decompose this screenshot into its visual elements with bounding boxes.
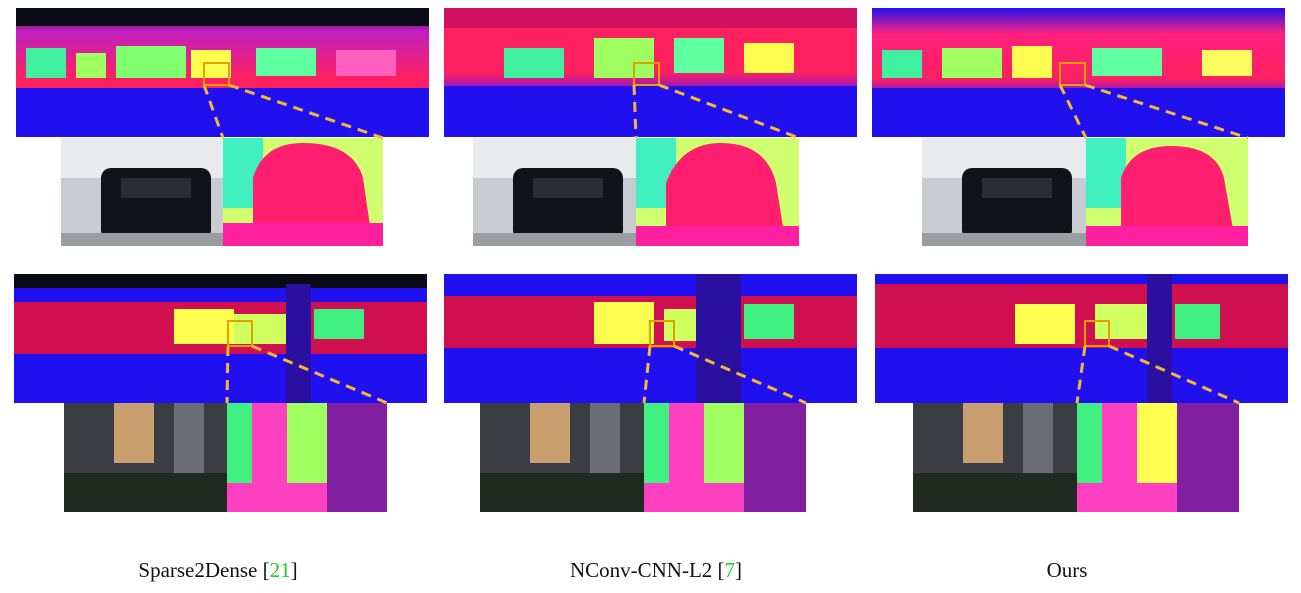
depth-map-nconv-row1	[444, 8, 857, 137]
zoom-box	[1084, 320, 1110, 347]
depth-map-sparse2dense-row1	[16, 8, 429, 137]
zoom-rgb-nconv-row2	[480, 403, 644, 512]
zoom-depth-nconv-row2	[644, 403, 806, 512]
zoom-depth-nconv-row1	[636, 138, 799, 246]
zoom-rgb-ours-row2	[913, 403, 1077, 512]
caption-sparse2dense: Sparse2Dense [21]	[138, 558, 298, 582]
zoom-depth-sparse2dense-row1	[223, 138, 383, 246]
zoom-depth-sparse2dense-row2	[227, 403, 387, 512]
zoom-rgb-ours-row1	[922, 138, 1086, 246]
depth-map-nconv-row2	[444, 274, 857, 403]
zoom-depth-ours-row2	[1077, 403, 1239, 512]
zoom-rgb-nconv-row1	[473, 138, 636, 246]
caption-ours: Ours	[1046, 558, 1088, 582]
zoom-box	[227, 320, 253, 347]
depth-map-ours-row2	[875, 274, 1288, 403]
citation-link[interactable]: 21	[269, 558, 291, 582]
zoom-box	[649, 320, 675, 347]
citation-link[interactable]: 7	[724, 558, 736, 582]
zoom-depth-ours-row1	[1086, 138, 1248, 246]
depth-map-sparse2dense-row2	[14, 274, 427, 403]
zoom-rgb-sparse2dense-row1	[61, 138, 223, 246]
caption-nconv-cnn-l2: NConv-CNN-L2 [7]	[569, 558, 743, 582]
zoom-rgb-sparse2dense-row2	[64, 403, 227, 512]
depth-map-ours-row1	[872, 8, 1285, 137]
zoom-box	[633, 62, 660, 86]
